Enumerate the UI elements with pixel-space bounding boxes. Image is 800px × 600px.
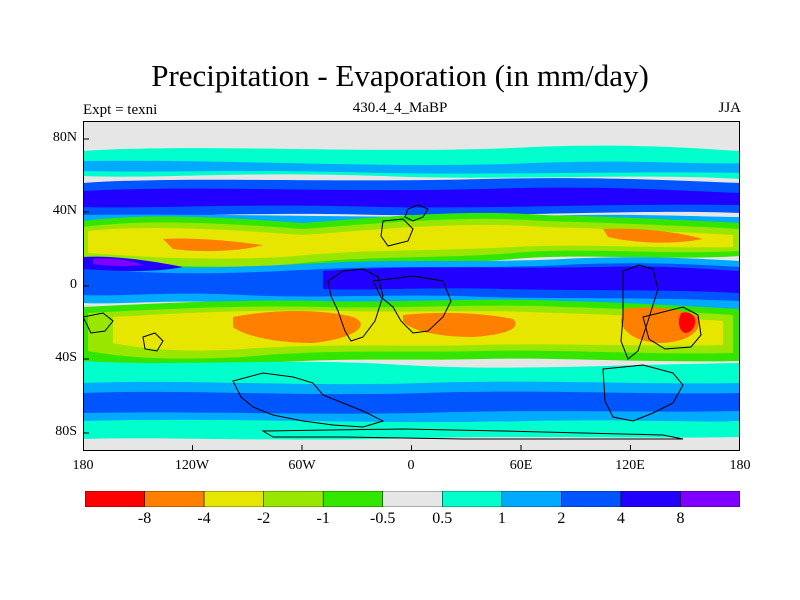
colorbar-label: -2 — [256, 510, 271, 527]
colorbar-label: -4 — [197, 510, 211, 527]
lat-label-0: 0 — [70, 277, 77, 292]
lon-label-0: 0 — [407, 458, 415, 473]
lon-label-120w: 120W — [174, 458, 210, 473]
land-outlines — [83, 204, 702, 440]
colorbar-swatch — [322, 491, 383, 507]
land-iberia — [380, 218, 414, 247]
colorbar-swatch — [442, 491, 503, 507]
land-antarctica-east — [602, 364, 684, 422]
north-storm-track-core — [83, 187, 740, 208]
south-dry-core-c — [621, 307, 700, 343]
colorbar-label: 8 — [676, 510, 685, 527]
lon-label-180-e: 180 — [729, 458, 751, 473]
land-indonesia — [620, 264, 659, 360]
colorbar-label: -1 — [316, 510, 330, 527]
colorbar-svg — [85, 491, 740, 507]
itcz-peak — [93, 258, 143, 267]
south-dry-core-a — [233, 311, 361, 343]
colorbar-swatch — [144, 491, 205, 507]
colorbar-label: 4 — [616, 510, 625, 527]
north-dry-2 — [88, 224, 733, 259]
colorbar-label: 2 — [557, 510, 566, 527]
colorbar-swatch — [680, 491, 740, 507]
north-dry-core-a — [163, 238, 263, 252]
lon-label-60w: 60W — [288, 458, 316, 473]
colorbar-swatch — [620, 491, 681, 507]
map-panel — [83, 121, 740, 451]
colorbar-label: 0.5 — [432, 510, 453, 527]
south-dry-peak — [678, 312, 696, 333]
land-antarctica-coast — [261, 428, 684, 440]
lon-label-180-w: 180 — [72, 458, 94, 473]
lat-label-40n: 40N — [52, 203, 77, 218]
colorbar-label: 1 — [497, 510, 506, 527]
season-label: JJA — [718, 100, 741, 116]
colorbar — [85, 491, 740, 507]
plot-title: Precipitation - Evaporation (in mm/day) — [151, 58, 649, 93]
colorbar-swatch — [501, 491, 562, 507]
colorbar-swatch — [203, 491, 264, 507]
experiment-label: Expt = texni — [83, 102, 158, 118]
lon-label-60e: 60E — [509, 458, 533, 473]
land-west-edge — [83, 312, 114, 334]
lat-label-80s: 80S — [55, 424, 77, 439]
colorbar-swatch — [382, 491, 443, 507]
land-australia — [642, 306, 702, 350]
colorbar-swatch — [263, 491, 324, 507]
colorbar-label: -8 — [137, 510, 152, 527]
lat-label-40s: 40S — [55, 350, 77, 365]
land-south-america — [327, 268, 384, 342]
land-africa — [372, 275, 452, 334]
colorbar-swatch — [561, 491, 622, 507]
arctic-band-2 — [83, 160, 740, 174]
land-europe — [404, 204, 429, 222]
south-dry-core-b — [403, 312, 516, 337]
south-storm-track-core — [83, 391, 740, 414]
lon-label-120e: 120E — [615, 458, 645, 473]
map-svg — [83, 121, 740, 451]
land-island — [142, 332, 164, 352]
land-antarctic-peninsula — [232, 372, 385, 428]
colorbar-label: -0.5 — [370, 510, 396, 527]
time-label: 430.4_4_MaBP — [352, 100, 448, 116]
lat-label-80n: 80N — [52, 130, 77, 145]
antarctic-edge — [83, 419, 740, 440]
colorbar-swatch — [85, 491, 145, 507]
north-dry-core-b — [603, 228, 703, 243]
itcz-core — [323, 266, 740, 293]
map-ticks — [83, 138, 631, 451]
